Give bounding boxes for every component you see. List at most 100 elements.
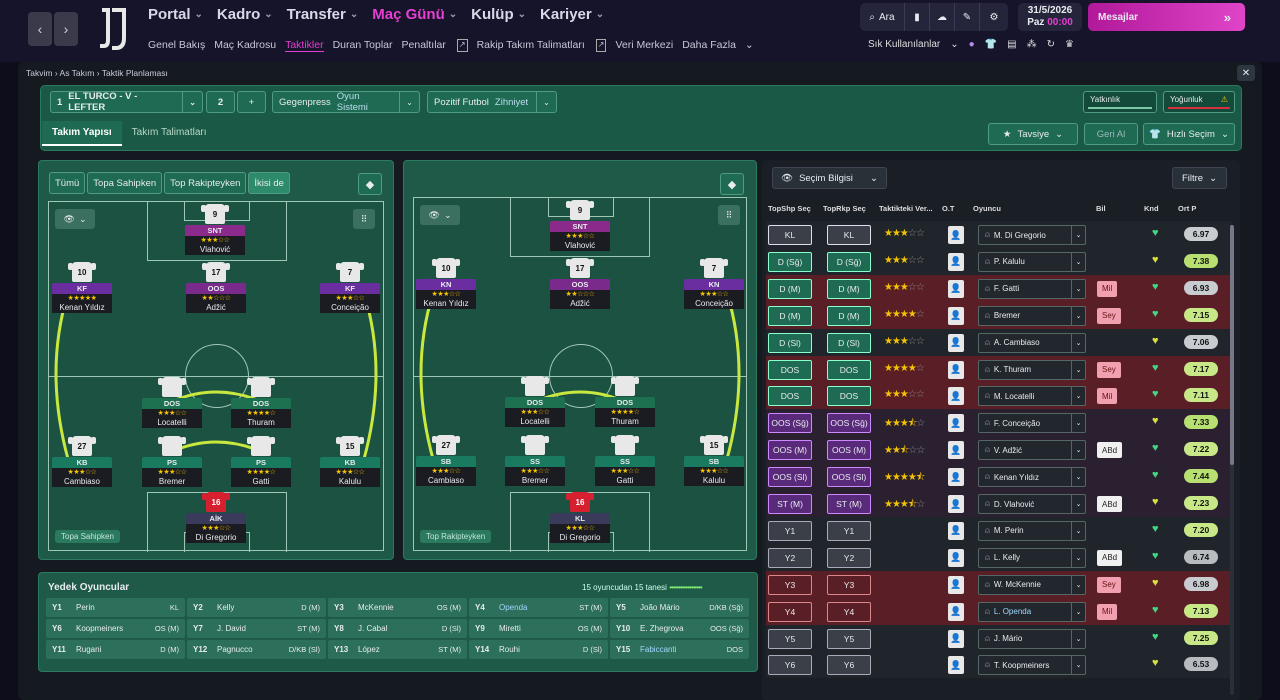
table-row[interactable]: Y5 Y5 👤 ⍝ J. Mário ⌄ ♥ 7.25 [766,624,1232,652]
column-header-3[interactable]: O.T [942,204,955,213]
column-header-1[interactable]: TopRkp Seç [823,204,866,213]
column-header-7[interactable]: Ort P [1178,204,1197,213]
player-card[interactable]: 27 KB ★★★☆☆ Cambiaso [52,436,112,487]
person-icon[interactable]: 👤 [948,468,964,487]
player-card[interactable]: PS ★★★★☆ Gatti [231,436,291,487]
subnav-item-1[interactable]: Maç Kadrosu [214,39,277,51]
player-dropdown[interactable]: ⍝ D. Vlahović ⌄ [978,494,1086,514]
refresh-icon[interactable]: ↻ [1046,39,1055,50]
diamond-icon[interactable]: ◆ [720,173,744,195]
player-card[interactable]: 16 KL ★★★☆☆ Di Gregorio [550,492,610,543]
subnav-item-6[interactable]: Veri Merkezi [615,39,674,51]
sub-player-row[interactable]: Y3 McKennie OS (M) [328,598,467,617]
table-row[interactable]: DOS DOS ★★★★☆ 👤 ⍝ K. Thuram ⌄ Sey ♥ 7.17 [766,355,1232,383]
sub-player-row[interactable]: Y4 Openda ST (M) [469,598,608,617]
search-button[interactable]: ⌕ Ara [860,3,905,31]
table-row[interactable]: OOS (Sğ) OOS (Sğ) ★★★⯪☆ 👤 ⍝ F. Conceição ⌄ ♥ 7.3… [766,409,1232,437]
in-possession-slot[interactable]: Y4 [768,601,812,622]
nav-item-0[interactable]: Portal ⌄ [148,6,203,23]
out-of-possession-slot[interactable]: D (Sl) [827,332,871,353]
nav-item-3[interactable]: Maç Günü ⌄ [372,6,457,23]
chat-icon[interactable]: ● [968,39,975,50]
player-card[interactable]: 9 SNT ★★★☆☆ Vlahović [185,204,245,255]
player-card[interactable]: 7 KF ★★★☆☆ Conceição [320,262,380,313]
player-card[interactable]: DOS ★★★★☆ Thuram [595,376,655,427]
sub-player-row[interactable]: Y7 J. David ST (M) [187,619,326,638]
favorites-dropdown[interactable]: Sık Kullanılanlar [868,39,941,50]
shirt-icon[interactable]: 👕 [984,39,998,50]
subnav-item-4[interactable]: Penaltılar [401,39,446,51]
in-possession-slot[interactable]: D (M) [768,305,812,326]
player-dropdown[interactable]: ⍝ K. Thuram ⌄ [978,359,1086,380]
nav-item-4[interactable]: Kulüp ⌄ [471,6,526,23]
out-of-possession-slot[interactable]: DOS [827,386,871,407]
out-of-possession-slot[interactable]: Y1 [827,520,871,541]
filter-2[interactable]: Top Rakipteyken [164,172,247,194]
sub-player-row[interactable]: Y6 Koopmeiners OS (M) [46,619,185,638]
sub-player-row[interactable]: Y9 Miretti OS (M) [469,619,608,638]
player-card[interactable]: SS ★★★☆☆ Bremer [505,435,565,486]
in-possession-slot[interactable]: D (Sğ) [768,251,812,272]
person-icon[interactable]: 👤 [948,252,964,271]
table-row[interactable]: D (Sğ) D (Sğ) ★★★☆☆ 👤 ⍝ P. Kalulu ⌄ ♥ 7.38 [766,247,1232,275]
out-of-possession-slot[interactable]: Y5 [827,628,871,649]
tab-team-instructions[interactable]: Takım Talimatları [131,127,207,138]
out-of-possession-slot[interactable]: D (M) [827,305,871,326]
subnav-item-3[interactable]: Duran Toplar [332,39,393,51]
out-of-possession-slot[interactable]: ST (M) [827,494,871,514]
out-of-possession-slot[interactable]: KL [827,225,871,245]
scrollbar[interactable] [1230,225,1234,695]
in-possession-slot[interactable]: DOS [768,359,812,380]
player-dropdown[interactable]: ⍝ A. Cambiaso ⌄ [978,332,1086,353]
person-icon[interactable]: 👤 [948,521,964,540]
date-box[interactable]: 31/5/2026 Paz 00:00 [1018,3,1082,31]
table-row[interactable]: Y6 Y6 👤 ⍝ T. Koopmeiners ⌄ ♥ 6.53 [766,651,1232,679]
person-icon[interactable]: 👤 [948,306,964,325]
sub-player-row[interactable]: Y15 Fabiccanti DOS [610,640,749,659]
sub-player-row[interactable]: Y11 Rugani D (M) [46,640,185,659]
in-possession-slot[interactable]: D (Sl) [768,332,812,353]
filter-button[interactable]: Filtre ⌄ [1172,167,1227,189]
sub-player-row[interactable]: Y5 João Mário D/KB (Sğ) [610,598,749,617]
person-icon[interactable]: 👤 [948,602,964,621]
trophy-icon[interactable]: ♛ [1065,39,1074,50]
table-row[interactable]: D (M) D (M) ★★★☆☆ 👤 ⍝ F. Gatti ⌄ Mil ♥ 6.93 [766,274,1232,302]
table-row[interactable]: Y2 Y2 👤 ⍝ L. Kelly ⌄ ABd ♥ 6.74 [766,543,1232,571]
player-card[interactable]: 15 SB ★★★☆☆ Kalulu [684,435,744,486]
player-dropdown[interactable]: ⍝ M. Locatelli ⌄ [978,386,1086,407]
breadcrumb-calendar[interactable]: Takvim [26,68,53,78]
player-card[interactable]: 9 SNT ★★★☆☆ Vlahović [550,200,610,251]
player-card[interactable]: SS ★★★☆☆ Gatti [595,435,655,486]
out-of-possession-slot[interactable]: D (M) [827,278,871,299]
diamond-icon[interactable]: ◆ [358,173,382,195]
breadcrumb-first-team[interactable]: As Takım [59,68,95,78]
player-card[interactable]: 15 KB ★★★☆☆ Kalulu [320,436,380,487]
out-of-possession-slot[interactable]: Y3 [827,574,871,595]
scrollbar-thumb[interactable] [1230,225,1234,465]
person-icon[interactable]: 👤 [948,414,964,433]
column-header-4[interactable]: Oyuncu [973,204,1001,213]
back-button[interactable]: ‹ [28,12,52,46]
column-header-0[interactable]: TopShp Seç [768,204,811,213]
in-possession-slot[interactable]: Y1 [768,520,812,541]
in-possession-slot[interactable]: KL [768,225,812,245]
player-dropdown[interactable]: ⍝ M. Perin ⌄ [978,520,1086,541]
sub-player-row[interactable]: Y2 Kelly D (M) [187,598,326,617]
person-icon[interactable]: 👤 [948,495,964,513]
player-dropdown[interactable]: ⍝ T. Koopmeiners ⌄ [978,655,1086,676]
quick-select-button[interactable]: 👕 Hızlı Seçim ⌄ [1143,123,1235,145]
player-dropdown[interactable]: ⍝ F. Conceição ⌄ [978,413,1086,434]
out-of-possession-slot[interactable]: OOS (M) [827,440,871,461]
out-of-possession-slot[interactable]: Y4 [827,601,871,622]
intensity-meter[interactable]: Yoğunluk ⚠ [1163,91,1235,113]
out-of-possession-slot[interactable]: D (Sğ) [827,251,871,272]
in-possession-slot[interactable]: OOS (Sl) [768,467,812,488]
table-row[interactable]: Y4 Y4 👤 ⍝ L. Openda ⌄ Mil ♥ 7.13 [766,597,1232,625]
table-row[interactable]: DOS DOS ★★★☆☆ 👤 ⍝ M. Locatelli ⌄ Mil ♥ 7.11 [766,382,1232,410]
player-card[interactable]: DOS ★★★☆☆ Locatelli [142,377,202,428]
clipboard-icon[interactable]: ▤ [1007,39,1017,50]
person-icon[interactable]: 👤 [948,333,964,352]
in-possession-slot[interactable]: OOS (M) [768,440,812,461]
player-dropdown[interactable]: ⍝ P. Kalulu ⌄ [978,251,1086,272]
tactic-2-button[interactable]: 2 [206,91,235,113]
